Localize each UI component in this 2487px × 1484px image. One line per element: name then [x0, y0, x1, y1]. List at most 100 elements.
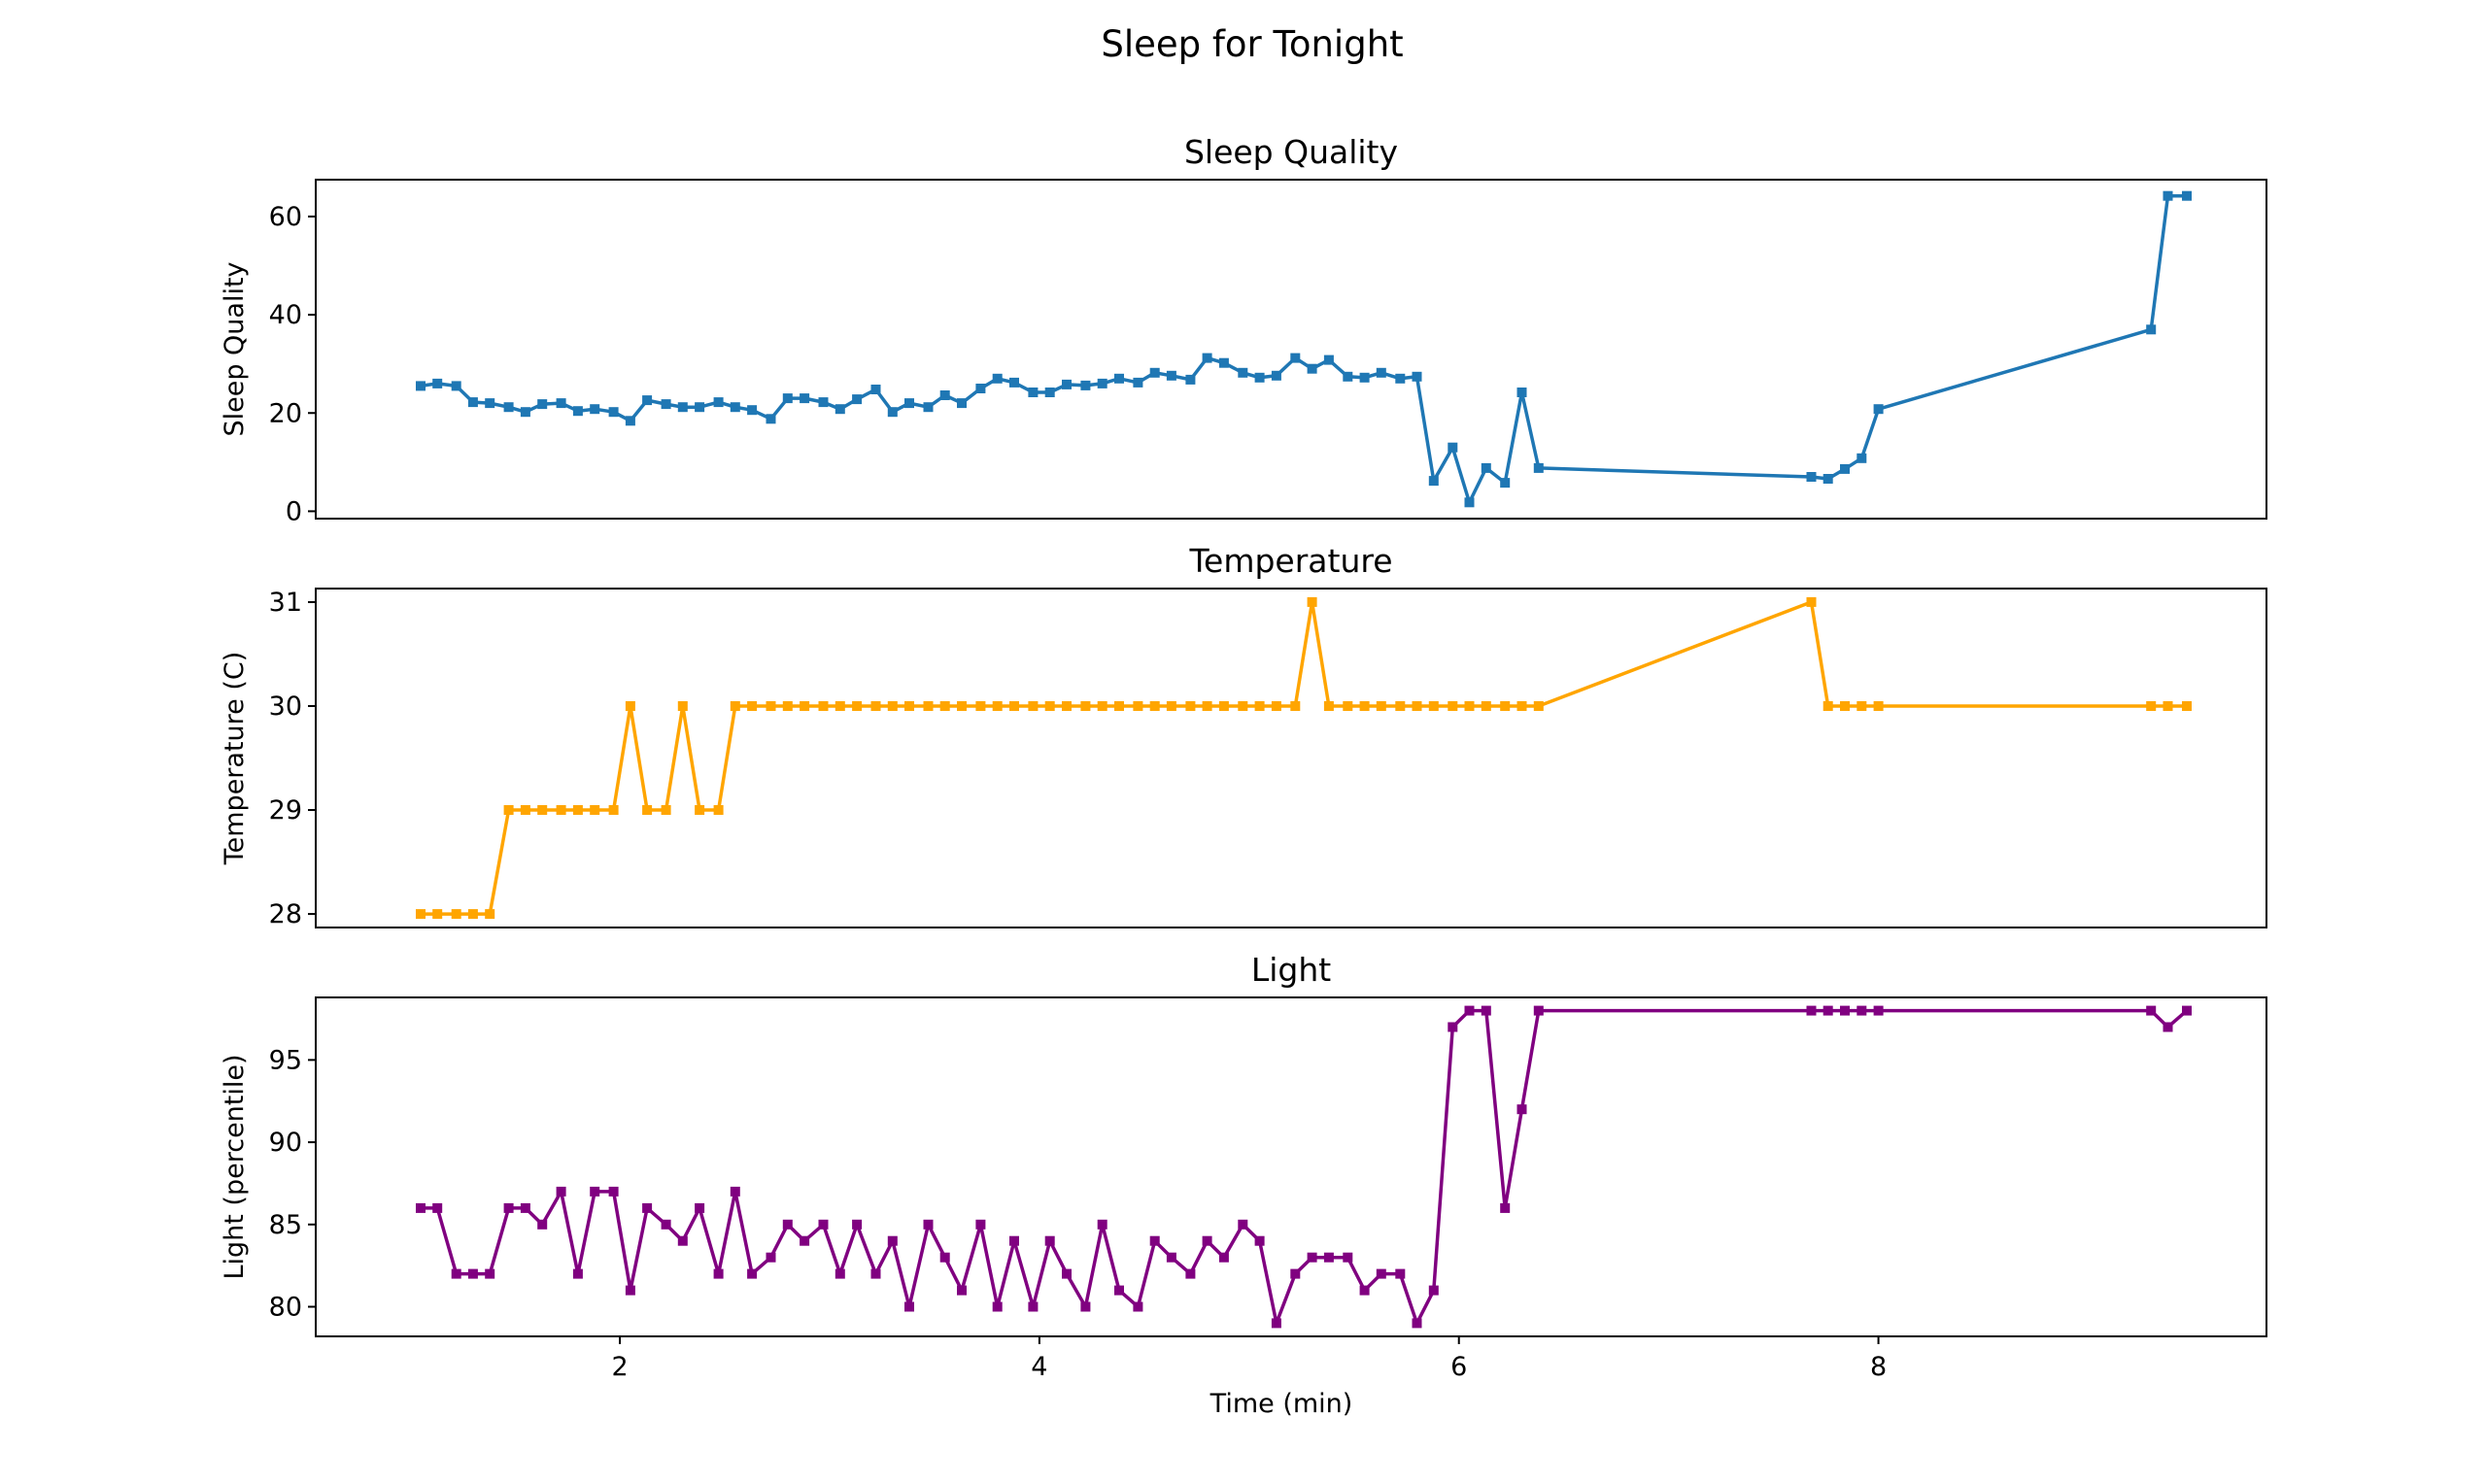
data-point	[520, 805, 530, 815]
data-point	[1840, 463, 1850, 474]
data-point	[1428, 701, 1439, 711]
data-point	[835, 404, 845, 415]
subplot-title: Temperature	[1188, 542, 1392, 580]
data-point	[1271, 370, 1281, 381]
data-point	[677, 701, 688, 711]
series-line	[420, 193, 2187, 505]
data-point	[1395, 373, 1406, 384]
data-point	[1343, 371, 1353, 382]
data-point	[1359, 372, 1370, 383]
data-point	[572, 406, 583, 417]
data-point	[1323, 1252, 1334, 1263]
data-point	[1500, 1202, 1511, 1213]
data-point	[1857, 1005, 1867, 1016]
data-point	[1028, 388, 1039, 397]
data-point	[695, 402, 705, 413]
data-point	[1857, 701, 1867, 711]
data-point	[766, 414, 776, 424]
data-point	[887, 701, 898, 711]
data-point	[416, 381, 426, 391]
data-point	[625, 1285, 635, 1296]
data-point	[520, 1202, 530, 1213]
data-point	[1873, 1005, 1884, 1016]
data-point	[1202, 701, 1212, 711]
data-point	[747, 405, 758, 416]
data-point	[1271, 701, 1281, 711]
data-point	[1464, 1005, 1475, 1016]
data-point	[572, 1268, 583, 1279]
data-point	[957, 701, 967, 711]
x-tick-label: 2	[611, 1352, 628, 1382]
data-point	[503, 805, 514, 815]
data-point	[485, 398, 495, 409]
y-tick-label: 31	[269, 588, 302, 618]
data-point	[939, 1252, 950, 1263]
data-point	[887, 407, 898, 418]
data-point	[416, 909, 426, 920]
data-point	[818, 701, 829, 711]
data-point	[1448, 1022, 1458, 1032]
data-point	[1481, 1005, 1491, 1016]
data-point	[1238, 1219, 1248, 1230]
data-point	[939, 701, 950, 711]
data-point	[1323, 701, 1334, 711]
data-point	[1114, 701, 1124, 711]
series-line	[421, 600, 2187, 916]
data-point	[939, 390, 950, 400]
y-tick-label: 85	[269, 1210, 302, 1240]
data-point	[1097, 1219, 1107, 1230]
data-point	[1307, 363, 1317, 374]
data-point	[467, 1268, 478, 1279]
data-point	[782, 1219, 793, 1230]
data-point	[992, 701, 1003, 711]
data-point	[1533, 462, 1544, 473]
data-point	[1149, 367, 1160, 378]
data-point	[1343, 701, 1353, 711]
data-point	[1044, 701, 1055, 711]
data-point	[713, 1268, 724, 1279]
data-point	[520, 407, 530, 418]
data-point	[730, 701, 740, 711]
data-point	[923, 402, 934, 413]
data-point	[1428, 1285, 1439, 1296]
data-point	[572, 805, 583, 815]
data-point	[1533, 1005, 1544, 1016]
data-point	[1873, 404, 1884, 415]
axes-frame	[315, 996, 2267, 1337]
data-point	[1395, 701, 1406, 711]
data-point	[1412, 371, 1422, 382]
data-point	[2163, 701, 2173, 711]
data-point	[608, 1186, 619, 1197]
data-point	[1009, 1235, 1019, 1246]
axes-frame	[315, 179, 2267, 520]
subplots: Sleep Quality Sleep Quality 0 20 40 60 Tempera…	[220, 133, 2267, 1382]
y-tick-label: 90	[269, 1128, 302, 1158]
data-point	[713, 397, 724, 408]
data-point	[677, 402, 688, 413]
data-point	[1254, 701, 1265, 711]
data-point	[677, 1235, 688, 1246]
y-tick-label: 30	[269, 691, 302, 722]
data-point	[1149, 701, 1160, 711]
data-point	[1271, 1318, 1281, 1329]
data-point	[451, 1268, 461, 1279]
y-tick-label: 60	[269, 202, 302, 232]
data-point	[485, 1268, 495, 1279]
data-point	[1044, 388, 1055, 397]
data-point	[800, 701, 810, 711]
data-point	[1412, 701, 1422, 711]
data-point	[992, 1301, 1003, 1312]
data-point	[556, 805, 566, 815]
data-point	[1464, 497, 1475, 508]
data-point	[1448, 442, 1458, 453]
data-point	[904, 398, 914, 409]
data-point	[608, 805, 619, 815]
data-point	[1290, 701, 1301, 711]
data-point	[1448, 701, 1458, 711]
data-point	[957, 1285, 967, 1296]
data-point	[1823, 474, 1833, 484]
data-point	[1290, 353, 1301, 363]
data-point	[590, 1186, 600, 1197]
y-tick-label: 80	[269, 1293, 302, 1323]
data-point	[992, 373, 1003, 384]
